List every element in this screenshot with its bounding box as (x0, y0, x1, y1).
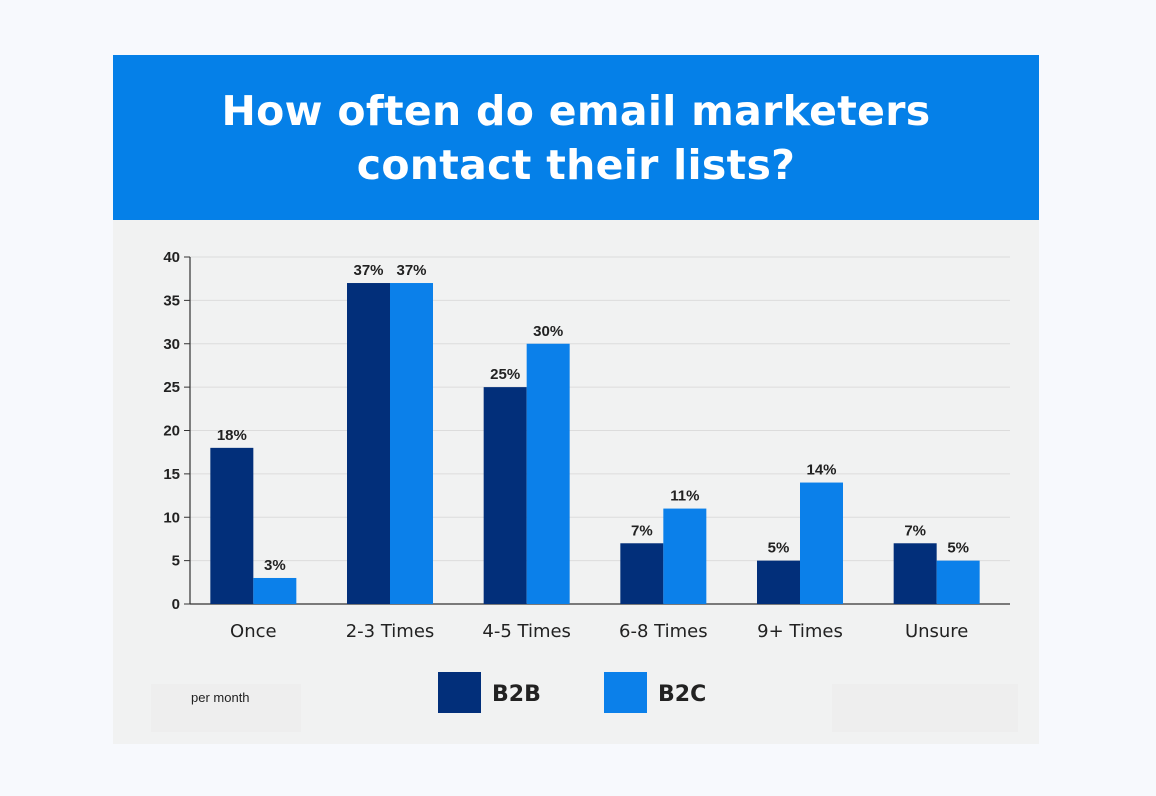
bar-value-label: 25% (490, 366, 520, 383)
y-tick-label: 25 (163, 379, 180, 396)
title-banner: How often do email marketers contact the… (113, 55, 1039, 220)
bar-value-label: 14% (806, 462, 836, 479)
y-tick-label: 40 (163, 249, 180, 266)
bar-b2b (620, 543, 664, 604)
chart-title-line-2: contact their lists? (356, 140, 796, 189)
bar-b2b (210, 447, 254, 604)
legend-swatch-b2b (438, 672, 481, 713)
bar-b2b (483, 387, 527, 604)
y-tick-label: 10 (163, 509, 180, 526)
blank-box (832, 684, 1018, 732)
bar-value-label: 7% (631, 522, 653, 539)
bar-value-label: 18% (217, 427, 247, 444)
bar-value-label: 37% (353, 262, 383, 279)
bar-b2c (936, 560, 980, 604)
bar-b2c (800, 482, 843, 604)
y-tick-label: 20 (163, 423, 180, 440)
category-label: 9+ Times (757, 621, 843, 642)
chart-title-line-1: How often do email marketers (221, 86, 931, 135)
legend-label-b2b: B2B (492, 682, 541, 707)
bar-value-label: 30% (533, 323, 563, 340)
bar-b2b (893, 543, 937, 604)
legend-label-b2c: B2C (658, 682, 706, 707)
category-label: Unsure (905, 621, 968, 642)
bar-b2c (390, 283, 433, 604)
bar-b2c (663, 508, 707, 604)
per-month-note: per month (191, 690, 250, 705)
bar-value-label: 37% (396, 262, 426, 279)
bar-b2c (253, 577, 297, 604)
bar-value-label: 3% (264, 557, 286, 574)
bar-value-label: 5% (768, 540, 790, 557)
y-tick-label: 30 (163, 336, 180, 353)
category-label: 4-5 Times (482, 621, 571, 642)
legend-swatch-b2c (604, 672, 647, 713)
bar-value-label: 7% (904, 522, 926, 539)
y-tick-label: 15 (163, 466, 180, 483)
note-box: per month (151, 684, 301, 732)
category-label: Once (230, 621, 277, 642)
chart-card: How often do email marketers contact the… (113, 55, 1039, 744)
y-tick-label: 0 (172, 596, 180, 613)
category-label: 2-3 Times (346, 621, 435, 642)
y-tick-label: 5 (172, 553, 180, 570)
bar-value-label: 11% (670, 488, 699, 505)
category-label: 6-8 Times (619, 621, 708, 642)
bar-value-label: 5% (947, 540, 969, 557)
bar-b2b (757, 560, 800, 604)
bar-b2b (347, 283, 390, 604)
bar-b2c (526, 343, 570, 604)
y-tick-label: 35 (163, 292, 180, 309)
